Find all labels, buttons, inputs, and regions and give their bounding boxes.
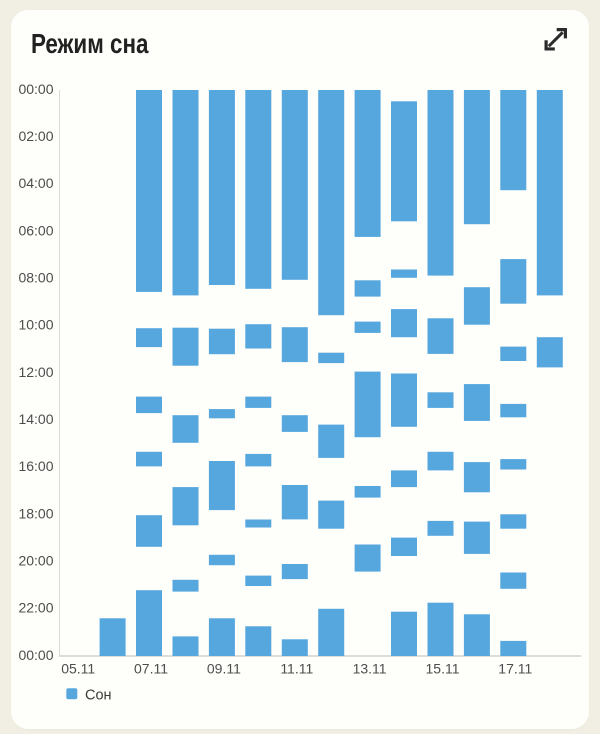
svg-text:16:00: 16:00 [18, 458, 53, 474]
svg-text:22:00: 22:00 [18, 600, 53, 616]
svg-text:00:00: 00:00 [18, 81, 53, 97]
svg-text:20:00: 20:00 [18, 553, 53, 569]
svg-text:Сон: Сон [85, 688, 112, 704]
svg-text:08:00: 08:00 [18, 270, 53, 286]
svg-text:02:00: 02:00 [18, 128, 53, 144]
svg-text:05.11: 05.11 [61, 661, 95, 677]
svg-text:07.11: 07.11 [134, 661, 168, 677]
svg-text:13.11: 13.11 [353, 661, 387, 677]
svg-text:04:00: 04:00 [18, 175, 53, 191]
svg-text:18:00: 18:00 [18, 505, 53, 521]
svg-text:14:00: 14:00 [18, 411, 53, 427]
svg-text:09.11: 09.11 [207, 661, 241, 677]
svg-text:06:00: 06:00 [18, 222, 53, 238]
svg-text:10:00: 10:00 [18, 317, 53, 333]
svg-text:12:00: 12:00 [18, 364, 53, 380]
svg-text:00:00: 00:00 [18, 647, 53, 663]
svg-text:11.11: 11.11 [280, 661, 313, 677]
svg-text:15.11: 15.11 [426, 661, 460, 677]
svg-text:17.11: 17.11 [498, 661, 532, 677]
